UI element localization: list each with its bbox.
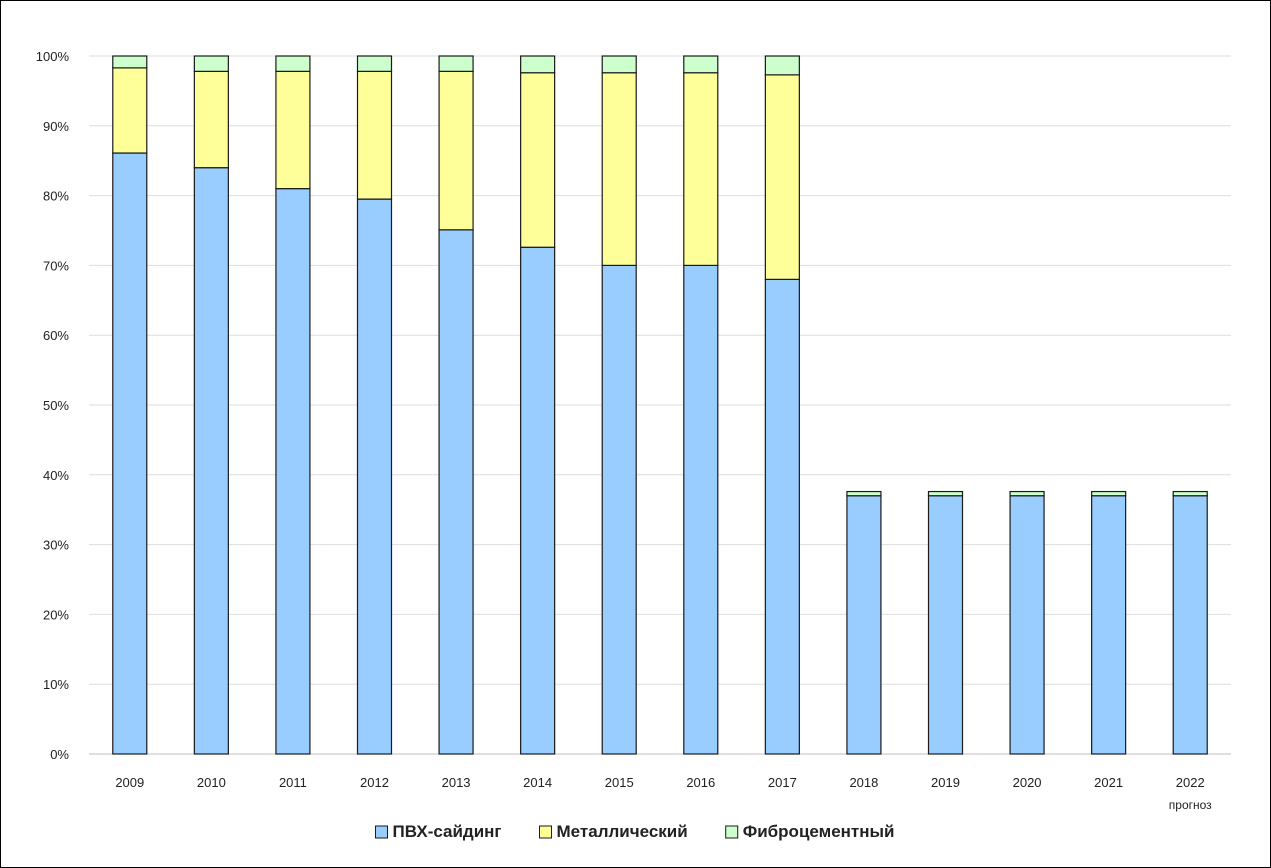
bar-segment-2014-s2 (520, 55, 556, 74)
y-tick-label: 70% (43, 258, 69, 273)
bar-segment-2017-s0 (764, 278, 800, 755)
bar-segment-2018-s0 (846, 495, 882, 755)
legend: ПВХ-сайдинг Металлический Фиброцементный (375, 822, 895, 841)
bar-segment-2019-s0 (927, 495, 964, 755)
legend-label: ПВХ-сайдинг (393, 822, 502, 841)
bar-segment-2013-s1 (438, 70, 474, 231)
y-tick-label: 100% (36, 49, 70, 64)
legend-label: Фиброцементный (743, 822, 895, 841)
bar-segment-2013-s0 (438, 229, 474, 755)
bar-segment-2014-s1 (520, 72, 556, 248)
y-tick-label: 80% (43, 189, 69, 204)
bar-segment-2022-s2 (1172, 490, 1208, 497)
bar-segment-2020-s2 (1009, 490, 1045, 497)
category-note: прогноз (1169, 798, 1212, 812)
legend-item: ПВХ-сайдинг (375, 822, 502, 841)
y-tick-label: 50% (43, 398, 69, 413)
x-tick-label: 2019 (931, 775, 960, 790)
y-tick-label: 0% (50, 747, 69, 762)
bar-segment-2016-s2 (683, 55, 719, 74)
bar-segment-2017-s1 (764, 74, 800, 280)
x-tick-label: 2018 (849, 775, 878, 790)
y-tick-label: 20% (43, 607, 69, 622)
bar-segment-2011-s2 (275, 55, 311, 72)
bar-segment-2012-s0 (356, 198, 393, 755)
bar-segment-2009-s1 (112, 67, 148, 154)
legend-item: Металлический (539, 822, 688, 841)
y-tick-label: 60% (43, 328, 69, 343)
x-axis: 2009 2010 2011 2012 2013 2014 2015 2016 2017 2018… (115, 775, 1212, 812)
y-tick-label: 90% (43, 119, 69, 134)
bar-segment-2019-s2 (927, 490, 964, 497)
bar-segment-2016-s1 (683, 72, 719, 266)
bar-segment-2015-s2 (601, 55, 637, 74)
bar-segment-2014-s0 (520, 246, 556, 755)
y-tick-label: 30% (43, 538, 69, 553)
bar-segment-2011-s1 (275, 70, 311, 190)
bar-segment-2010-s0 (193, 167, 229, 755)
bar-segment-2015-s1 (601, 72, 637, 266)
bar-segment-2021-s2 (1091, 490, 1127, 497)
legend-swatch (725, 825, 739, 839)
x-tick-label: 2020 (1013, 775, 1042, 790)
x-tick-label: 2012 (360, 775, 389, 790)
y-axis: 0% 10% 20% 30% 40% 50% 60% 70% 80% 90% 100% (36, 49, 70, 762)
x-tick-label: 2013 (442, 775, 471, 790)
x-tick-label: 2017 (768, 775, 797, 790)
bar-segment-2013-s2 (438, 55, 474, 72)
bar-segment-2010-s2 (193, 55, 229, 72)
bar-segment-2021-s0 (1091, 495, 1127, 755)
bar-segment-2009-s2 (112, 55, 148, 69)
bar-segment-2022-s0 (1172, 495, 1208, 755)
gridlines (89, 55, 1231, 755)
x-tick-label: 2021 (1094, 775, 1123, 790)
bar-segment-2016-s0 (683, 264, 719, 755)
legend-label: Металлический (557, 822, 688, 841)
legend-swatch (375, 825, 389, 839)
x-tick-label: 2015 (605, 775, 634, 790)
x-tick-label: 2014 (523, 775, 552, 790)
bar-segment-2011-s0 (275, 188, 311, 755)
bars (112, 55, 1208, 755)
bar-segment-2009-s0 (112, 152, 148, 755)
x-tick-label: 2022 (1176, 775, 1205, 790)
x-tick-label: 2009 (115, 775, 144, 790)
y-tick-label: 10% (43, 677, 69, 692)
x-tick-label: 2011 (279, 775, 307, 790)
bar-segment-2017-s2 (764, 55, 800, 76)
y-tick-label: 40% (43, 468, 69, 483)
bar-segment-2010-s1 (193, 70, 229, 169)
bar-segment-2012-s2 (356, 55, 393, 72)
bar-segment-2012-s1 (356, 70, 393, 200)
bar-segment-2020-s0 (1009, 495, 1045, 755)
bar-segment-2018-s2 (846, 490, 882, 497)
bar-segment-2015-s0 (601, 264, 637, 755)
legend-item: Фиброцементный (725, 822, 895, 841)
x-tick-label: 2010 (197, 775, 226, 790)
x-tick-label: 2016 (686, 775, 715, 790)
legend-swatch (539, 825, 553, 839)
